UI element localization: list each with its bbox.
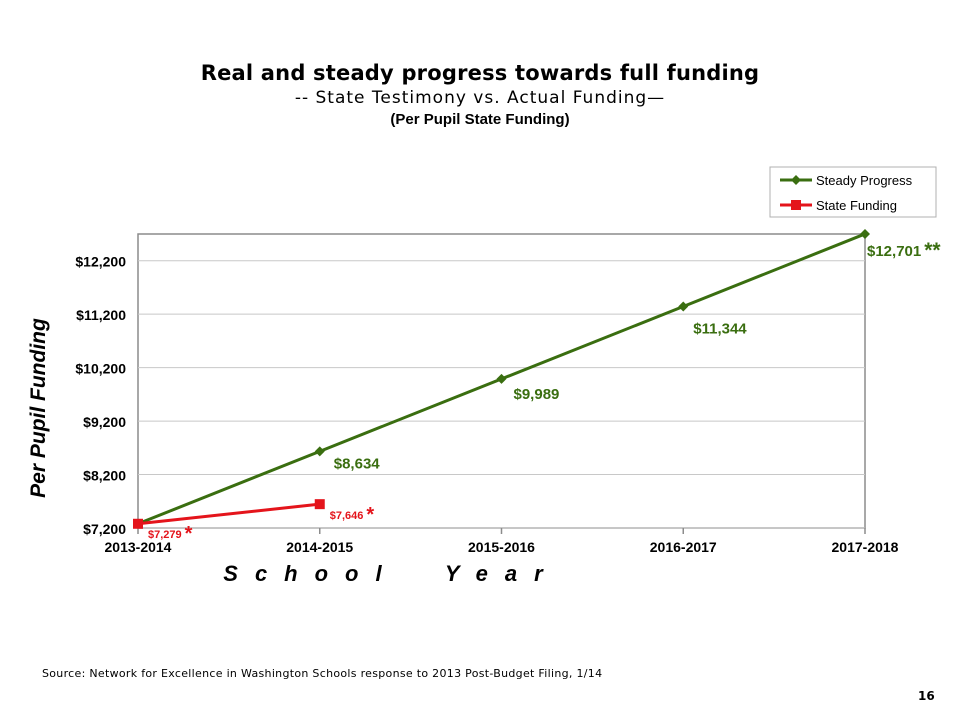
x-axis-title: School Year <box>223 561 559 586</box>
legend-label: Steady Progress <box>816 173 913 188</box>
y-tick-label: $10,200 <box>75 361 126 377</box>
y-axis-title: Per Pupil Funding <box>27 318 50 498</box>
chart-legend: Steady Progress State Funding <box>769 166 937 218</box>
source-note: Source: Network for Excellence in Washin… <box>42 667 603 680</box>
x-tick-label: 2016-2017 <box>650 539 717 555</box>
y-tick-label: $8,200 <box>83 468 126 484</box>
y-tick-label: $11,200 <box>76 307 126 323</box>
page-number: 16 <box>918 689 935 703</box>
legend-marker <box>791 175 801 185</box>
data-label: $11,344 <box>693 320 747 337</box>
label-asterisk: * <box>185 523 193 545</box>
data-point <box>860 228 870 239</box>
data-point <box>314 446 325 457</box>
data-point <box>314 499 325 510</box>
data-label: $9,989 <box>514 386 560 403</box>
label-asterisk: * <box>366 504 374 526</box>
slide-title: Real and steady progress towards full fu… <box>200 61 760 85</box>
legend-label: State Funding <box>816 198 897 213</box>
data-label: $8,634 <box>334 455 381 472</box>
x-tick-label: 2017-2018 <box>832 539 899 555</box>
slide-subtitle: -- State Testimony vs. Actual Funding— <box>294 88 666 108</box>
data-label: $7,646 * <box>330 504 375 526</box>
label-asterisk: ** <box>924 239 941 262</box>
data-point <box>133 518 143 529</box>
y-tick-label: $9,200 <box>83 414 126 430</box>
x-tick-label: 2014-2015 <box>286 539 353 555</box>
data-point <box>496 373 507 384</box>
x-tick-label: 2015-2016 <box>468 539 535 555</box>
slide-subtitle-2: (Per Pupil State Funding) <box>390 111 570 128</box>
data-label: $12,701 ** <box>867 239 941 262</box>
y-tick-label: $7,200 <box>83 521 126 537</box>
title-block: Real and steady progress towards full fu… <box>0 60 960 131</box>
y-tick-label: $12,200 <box>75 254 126 270</box>
legend-marker <box>791 200 801 210</box>
data-label: $7,279 * <box>148 523 193 545</box>
series-line-state-funding <box>137 502 320 526</box>
plot-area: $7,200 $8,200 $9,200 $10,200 $11,200 $12,200 2… <box>27 228 941 586</box>
x-tick-label: 2013-2014 <box>105 539 172 555</box>
data-point <box>678 301 689 312</box>
